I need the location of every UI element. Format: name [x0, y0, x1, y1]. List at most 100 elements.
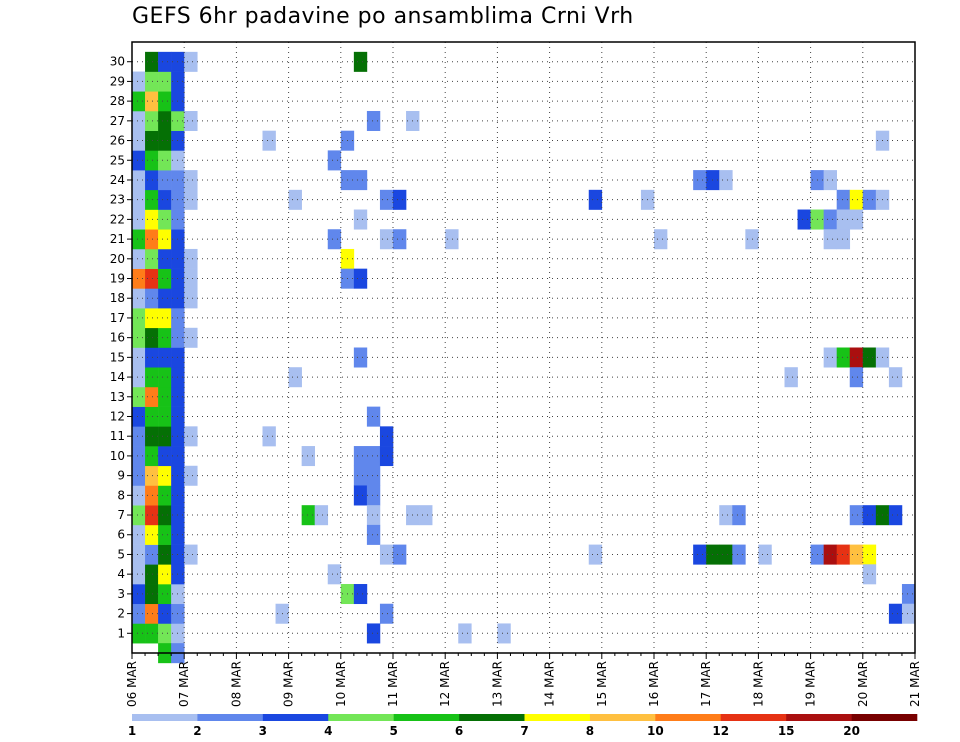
- heatmap-cell: [132, 544, 146, 565]
- heatmap-cell: [262, 426, 276, 447]
- colorbar-swatch: [459, 714, 525, 721]
- heatmap-cell: [132, 170, 146, 191]
- heatmap-cell: [158, 268, 172, 289]
- heatmap-cell: [379, 426, 394, 447]
- heatmap-cell: [719, 505, 733, 526]
- heatmap-cell: [353, 465, 368, 486]
- heatmap-cell: [132, 91, 146, 112]
- heatmap-cell: [823, 229, 837, 250]
- colorbar-label: 15: [778, 724, 795, 738]
- heatmap-cell: [145, 426, 159, 447]
- heatmap-cell: [732, 505, 746, 526]
- heatmap-cell: [719, 170, 733, 191]
- heatmap-cell: [158, 248, 172, 269]
- colorbar-label: 1: [128, 724, 136, 738]
- heatmap-cell: [353, 347, 368, 368]
- heatmap-cell: [288, 367, 302, 388]
- heatmap-cell: [158, 623, 172, 644]
- heatmap-cell: [862, 505, 877, 526]
- heatmap-cell: [888, 367, 903, 388]
- heatmap-cell: [145, 189, 159, 210]
- heatmap-cell: [836, 209, 851, 230]
- heatmap-cell: [132, 426, 146, 447]
- y-tick-label: 2: [117, 607, 125, 621]
- heatmap-cell: [588, 544, 603, 565]
- heatmap-cell: [158, 209, 172, 230]
- heatmap-cell: [145, 386, 159, 407]
- y-tick-label: 1: [117, 626, 125, 640]
- heatmap-cell: [849, 189, 864, 210]
- colorbar-label: 7: [520, 724, 528, 738]
- heatmap-cell: [366, 446, 381, 467]
- heatmap-cell: [379, 446, 394, 467]
- heatmap-cell: [393, 544, 407, 565]
- heatmap-cell: [132, 564, 146, 585]
- y-tick-label: 24: [110, 173, 125, 187]
- heatmap-cell: [145, 406, 159, 427]
- heatmap-cell: [158, 524, 172, 545]
- x-tick-label: 10 MAR: [334, 661, 348, 707]
- y-tick-label: 6: [117, 528, 125, 542]
- y-tick-label: 25: [110, 153, 125, 167]
- heatmap-cell: [693, 544, 707, 565]
- y-tick-label: 7: [117, 508, 125, 522]
- heatmap-cell: [145, 327, 159, 348]
- heatmap-cell: [836, 189, 851, 210]
- y-tick-label: 5: [117, 547, 125, 561]
- y-tick-label: 26: [110, 134, 125, 148]
- heatmap-cell: [353, 584, 368, 605]
- colorbar-label: 5: [389, 724, 397, 738]
- heatmap-cell: [366, 623, 381, 644]
- heatmap-cell: [262, 130, 276, 151]
- heatmap-cell: [132, 130, 146, 151]
- heatmap-cell: [379, 603, 394, 624]
- heatmap-cell: [132, 268, 146, 289]
- heatmap-cell: [862, 544, 877, 565]
- heatmap-cell: [888, 603, 903, 624]
- heatmap-cell: [145, 623, 159, 644]
- heatmap-cell: [158, 367, 172, 388]
- colorbar-swatch: [589, 714, 656, 721]
- y-tick-label: 27: [110, 114, 125, 128]
- heatmap-cell: [823, 209, 837, 230]
- heatmap-cell: [145, 446, 159, 467]
- heatmap-cell: [158, 288, 172, 309]
- heatmap-cell: [353, 268, 368, 289]
- colorbar-label: 6: [455, 724, 463, 738]
- heatmap-cell: [732, 544, 746, 565]
- heatmap-cell: [158, 327, 172, 348]
- colorbar-swatch: [524, 714, 591, 721]
- heatmap-cell: [393, 229, 407, 250]
- heatmap-cell: [158, 446, 172, 467]
- heatmap-cell: [158, 170, 172, 191]
- x-tick-label: 21 MAR: [908, 661, 922, 707]
- heatmap-cell: [145, 150, 159, 171]
- heatmap-cell: [366, 505, 381, 526]
- heatmap-cell: [132, 485, 146, 506]
- heatmap-cell: [145, 505, 159, 526]
- heatmap-cell: [145, 91, 159, 112]
- x-tick-label: 19 MAR: [804, 661, 818, 707]
- heatmap-cell: [823, 170, 837, 191]
- heatmap-cell: [158, 505, 172, 526]
- y-tick-label: 14: [110, 370, 125, 384]
- heatmap-cell: [849, 367, 864, 388]
- heatmap-cell: [184, 268, 198, 289]
- colorbar-swatch: [328, 714, 394, 721]
- heatmap-cell: [823, 544, 837, 565]
- y-tick-label: 3: [117, 587, 125, 601]
- heatmap-cell: [184, 170, 198, 191]
- heatmap-cell: [353, 446, 368, 467]
- heatmap-cell: [145, 51, 159, 72]
- heatmap-cell: [132, 110, 146, 131]
- heatmap-cell: [158, 110, 172, 131]
- heatmap-cell: [145, 485, 159, 506]
- y-tick-label: 13: [110, 390, 125, 404]
- x-tick-label: 14 MAR: [543, 661, 557, 707]
- colorbar-label: 2: [193, 724, 201, 738]
- heatmap-cell: [836, 544, 851, 565]
- heatmap-cell: [145, 367, 159, 388]
- heatmap-cell: [158, 150, 172, 171]
- heatmap-cell: [458, 623, 472, 644]
